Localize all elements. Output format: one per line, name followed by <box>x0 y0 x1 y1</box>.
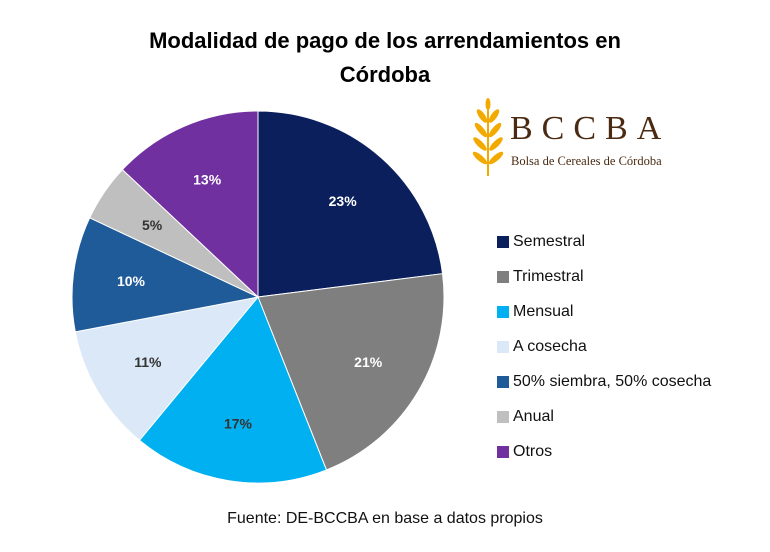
legend-label-3: A cosecha <box>513 337 587 355</box>
bccba-logo: BCCBA Bolsa de Cereales de Córdoba <box>468 96 708 180</box>
legend-label-2: Mensual <box>513 302 574 320</box>
logo-subtitle: Bolsa de Cereales de Córdoba <box>511 154 662 168</box>
legend-swatch-6 <box>497 445 509 458</box>
pie-label-2: 17% <box>224 415 253 431</box>
legend-swatch-5 <box>497 410 509 423</box>
pie-label-3: 11% <box>134 354 162 370</box>
pie-label-1: 21% <box>354 354 383 370</box>
chart-title-line-2: Córdoba <box>339 62 431 87</box>
pie-slice-0 <box>257 110 444 298</box>
wheat-icon <box>472 98 504 176</box>
legend-item-4: 50% siembra, 50% cosecha <box>497 364 711 399</box>
pie-slice-1 <box>257 273 445 471</box>
legend-label-1: Trimestral <box>513 267 584 285</box>
legend-item-0: Semestral <box>497 224 711 259</box>
legend-item-2: Mensual <box>497 294 711 329</box>
legend-label-4: 50% siembra, 50% cosecha <box>513 372 712 390</box>
legend-swatch-1 <box>497 270 509 283</box>
legend-item-1: Trimestral <box>497 259 711 294</box>
legend-swatch-3 <box>497 340 509 353</box>
legend-swatch-2 <box>497 305 509 318</box>
chart-title-line-1: Modalidad de pago de los arrendamientos … <box>149 28 621 53</box>
pie-label-4: 10% <box>117 273 146 289</box>
pie-slice-3 <box>74 296 260 442</box>
legend-label-6: Otros <box>513 442 553 460</box>
chart-title: Modalidad de pago de los arrendamientos … <box>100 24 670 92</box>
pie-label-5: 5% <box>142 217 163 233</box>
legend-swatch-0 <box>497 235 509 248</box>
pie-label-6: 13% <box>193 172 222 188</box>
pie-slice-2 <box>138 296 328 484</box>
legend-item-6: Otros <box>497 434 711 469</box>
legend-label-0: Semestral <box>513 232 586 250</box>
legend-item-3: A cosecha <box>497 329 711 364</box>
logo-wordmark: BCCBA <box>510 110 671 147</box>
source-note: Fuente: DE-BCCBA en base a datos propios <box>227 510 543 527</box>
legend-label-5: Anual <box>513 407 554 425</box>
pie-label-0: 23% <box>329 193 358 209</box>
legend-item-5: Anual <box>497 399 711 434</box>
pie-slice-6 <box>121 110 259 299</box>
legend: Semestral Trimestral Mensual A cosecha 50% s… <box>497 224 711 469</box>
pie-slice-4 <box>71 217 260 333</box>
legend-swatch-4 <box>497 375 509 388</box>
